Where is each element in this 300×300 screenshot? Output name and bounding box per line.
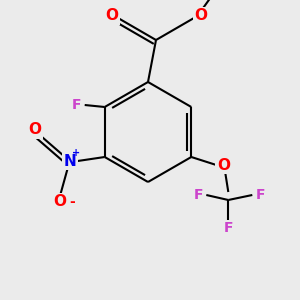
Text: F: F [72,98,81,112]
Text: F: F [194,188,203,202]
Text: F: F [256,188,265,202]
Text: +: + [72,148,80,158]
Text: O: O [217,158,230,172]
Text: O: O [28,122,41,137]
Text: -: - [70,195,75,209]
Text: O: O [106,8,118,23]
Text: O: O [194,8,208,23]
Text: N: N [63,154,76,169]
Text: O: O [53,194,66,209]
Text: F: F [224,221,233,235]
